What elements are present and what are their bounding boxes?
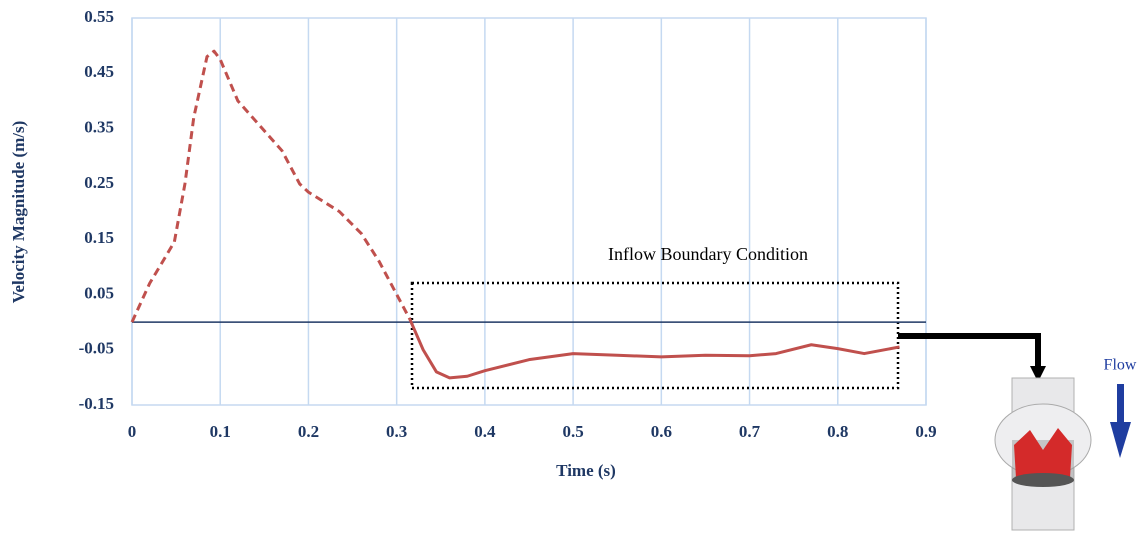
- x-tick-label: 0.6: [651, 422, 672, 441]
- x-axis-label: Time (s): [556, 461, 616, 480]
- leaflets: [1014, 428, 1072, 478]
- connector: [898, 333, 1041, 368]
- y-tick-label: -0.05: [79, 339, 114, 358]
- y-axis-label: Velocity Magnitude (m/s): [9, 121, 28, 304]
- x-tick-label: 0.4: [474, 422, 496, 441]
- flow-arrow-shaft: [1117, 384, 1124, 424]
- y-tick-label: 0.45: [84, 62, 114, 81]
- x-tick-label: 0.9: [915, 422, 936, 441]
- y-tick-label: 0.15: [84, 228, 114, 247]
- data-line: [130, 49, 412, 323]
- x-tick-label: 0.8: [827, 422, 848, 441]
- flow-label: Flow: [1104, 357, 1137, 374]
- flow-arrow-head: [1110, 422, 1131, 458]
- x-tick-label: 0.7: [739, 422, 761, 441]
- x-tick-label: 0.1: [210, 422, 231, 441]
- y-tick-label: 0.55: [84, 7, 114, 26]
- valve-illustration: [994, 377, 1092, 531]
- y-tick-label: 0.05: [84, 283, 114, 302]
- x-tick-label: 0.2: [298, 422, 319, 441]
- x-tick-label: 0.5: [562, 422, 583, 441]
- connector-head: [1030, 366, 1046, 382]
- data-line: [408, 318, 900, 380]
- annotation: Inflow Boundary Condition: [608, 244, 808, 264]
- x-tick-label: 0.3: [386, 422, 407, 441]
- y-tick-label: 0.25: [84, 173, 114, 192]
- x-tick-label: 0: [128, 422, 137, 441]
- y-tick-label: -0.15: [79, 394, 114, 413]
- y-tick-label: 0.35: [84, 117, 114, 136]
- ring: [1012, 473, 1074, 487]
- plot-frame: [131, 17, 927, 406]
